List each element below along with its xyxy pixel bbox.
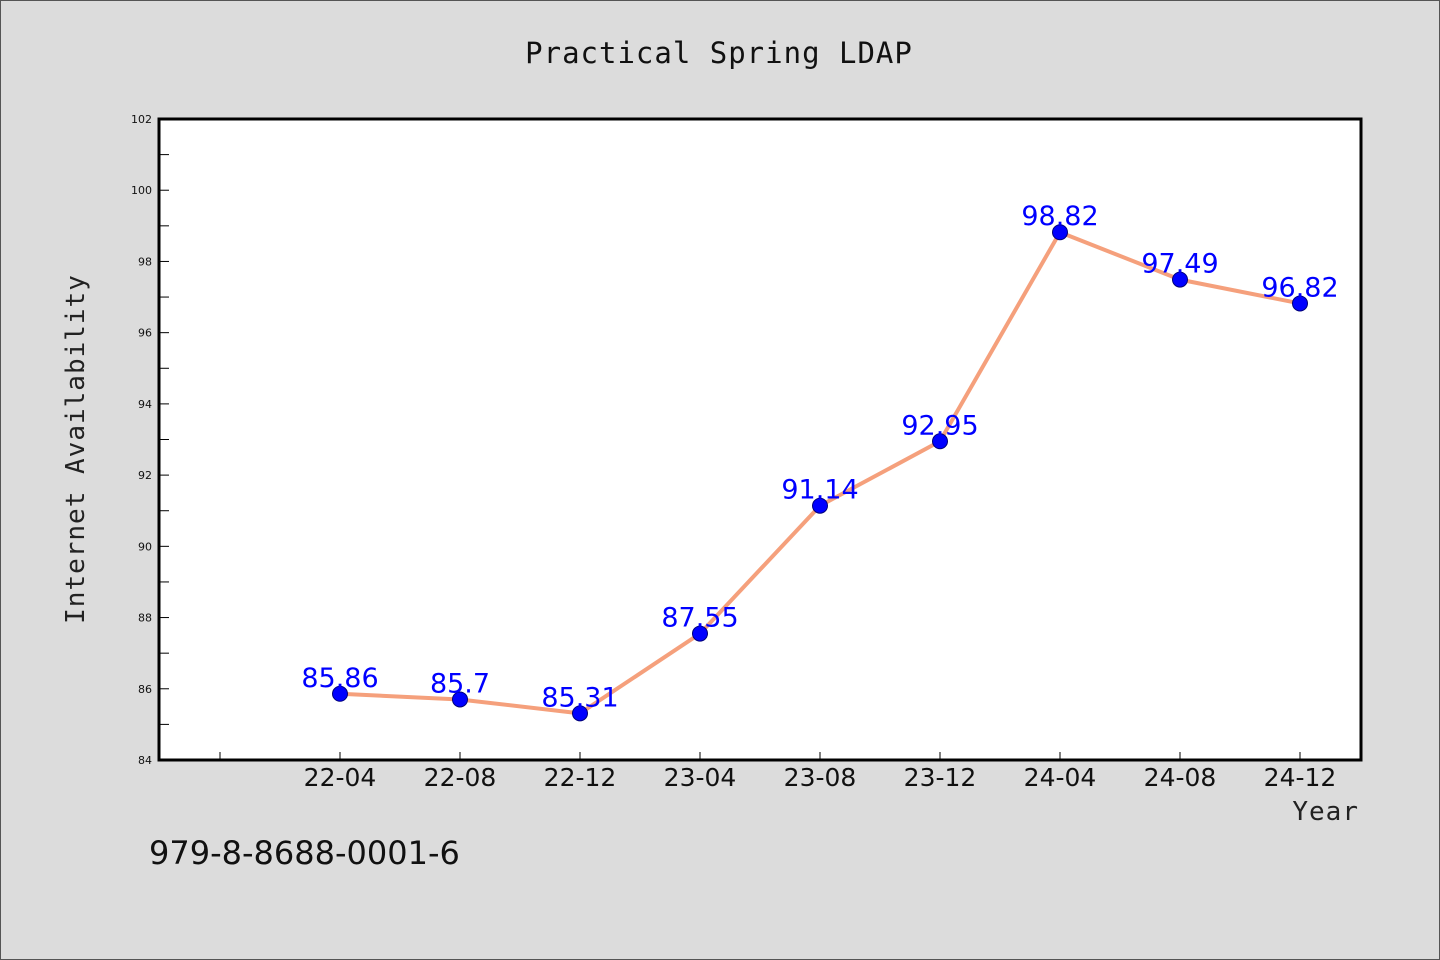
y-tick-label: 94	[138, 398, 152, 411]
x-tick-label: 24-12	[1264, 763, 1337, 792]
y-tick-label: 88	[138, 612, 152, 625]
isbn-text: 979-8-8688-0001-6	[149, 834, 460, 872]
x-tick-label: 22-04	[304, 763, 377, 792]
data-point	[452, 691, 468, 708]
data-label: 96.82	[1261, 272, 1338, 303]
x-tick-label: 24-04	[1024, 763, 1097, 792]
y-axis-ticks: 84 86 88 90 92 94 96 98 100 102	[131, 113, 169, 767]
x-axis-ticks: 22-04 22-08 22-12 23-04 23-08 23-12 24-04 24-08…	[219, 752, 1337, 792]
data-point	[1292, 295, 1308, 312]
x-tick-label: 23-12	[904, 763, 977, 792]
x-tick-label: 22-12	[544, 763, 617, 792]
data-point	[932, 433, 948, 450]
y-tick-label: 98	[138, 255, 152, 268]
x-axis-label: Year	[1292, 797, 1359, 827]
x-tick-label: 23-08	[784, 763, 857, 792]
y-tick-label: 96	[138, 327, 152, 340]
data-label: 91.14	[781, 475, 858, 506]
y-tick-label: 84	[138, 754, 152, 767]
chart-title: Practical Spring LDAP	[525, 36, 913, 70]
x-tick-label: 22-08	[424, 763, 497, 792]
y-tick-label: 86	[138, 683, 152, 696]
data-point	[332, 685, 348, 702]
data-point	[692, 625, 708, 642]
y-tick-label: 102	[131, 113, 152, 126]
data-label: 87.55	[661, 603, 738, 634]
data-label: 85.7	[430, 668, 490, 699]
data-label: 98.82	[1021, 201, 1098, 232]
y-tick-label: 90	[138, 540, 152, 553]
data-label: 85.86	[301, 663, 378, 694]
data-point	[1052, 224, 1068, 241]
data-label: 85.31	[541, 682, 618, 713]
data-point	[572, 705, 588, 722]
y-tick-label: 100	[131, 184, 152, 197]
plot-area	[157, 117, 1363, 762]
x-tick-label: 24-08	[1144, 763, 1217, 792]
data-label: 97.49	[1141, 249, 1218, 280]
data-label: 92.95	[901, 410, 978, 441]
data-point	[1172, 271, 1188, 288]
y-axis-label: Internet Availability	[61, 274, 91, 624]
data-labels: 85.86 85.7 85.31 87.55 91.14 92.95 98.82 97.49 9…	[301, 201, 1338, 713]
data-point	[812, 497, 828, 514]
series-markers	[332, 224, 1308, 722]
x-tick-label: 23-04	[664, 763, 737, 792]
y-tick-label: 92	[138, 469, 152, 482]
